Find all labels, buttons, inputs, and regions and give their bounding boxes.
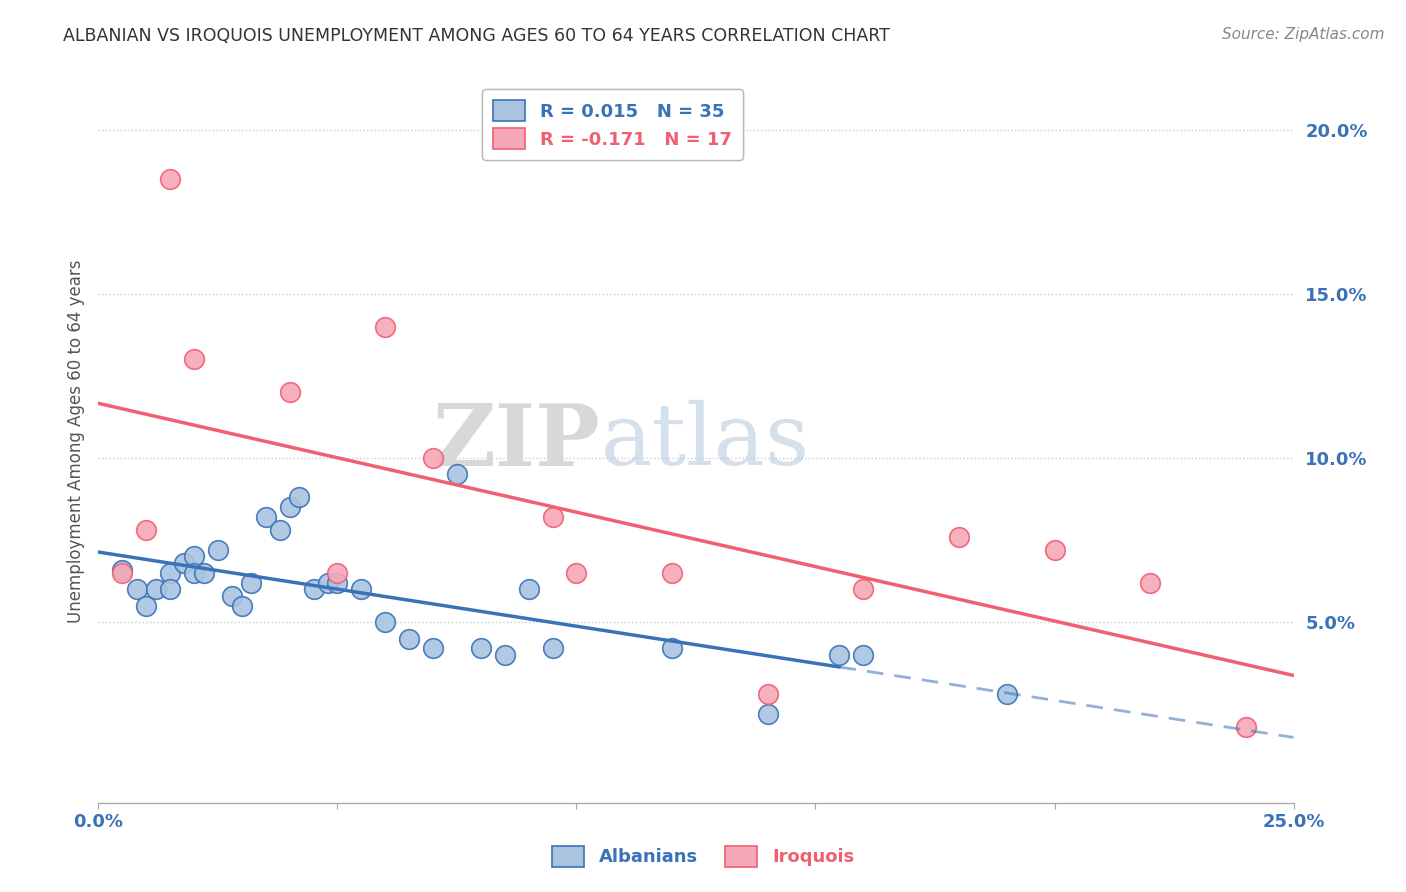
Point [240,575,263,590]
Point [278,500,301,515]
Point [269,523,291,537]
Point [207,542,229,557]
Point [756,707,779,722]
Point [135,523,157,537]
Point [183,352,205,367]
Point [159,566,181,580]
Point [221,589,243,603]
Point [145,582,167,597]
Legend: Albanians, Iroquois: Albanians, Iroquois [544,838,862,874]
Point [183,549,205,564]
Point [302,582,325,597]
Point [326,575,349,590]
Point [948,530,970,544]
Point [278,385,301,400]
Point [828,648,851,662]
Point [541,510,564,524]
Point [661,566,683,580]
Text: ZIP: ZIP [433,400,600,483]
Point [422,641,444,656]
Point [183,566,205,580]
Point [470,641,492,656]
Point [446,467,468,482]
Point [316,575,339,590]
Point [517,582,540,597]
Point [374,615,396,630]
Text: Source: ZipAtlas.com: Source: ZipAtlas.com [1222,27,1385,42]
Point [125,582,148,597]
Point [541,641,564,656]
Text: atlas: atlas [600,400,810,483]
Point [173,556,195,570]
Point [288,491,311,505]
Point [326,566,349,580]
Point [1043,542,1066,557]
Point [852,648,875,662]
Point [135,599,157,613]
Point [231,599,253,613]
Point [350,582,373,597]
Point [398,632,420,646]
Point [111,566,134,580]
Point [1139,575,1161,590]
Point [193,566,215,580]
Text: ALBANIAN VS IROQUOIS UNEMPLOYMENT AMONG AGES 60 TO 64 YEARS CORRELATION CHART: ALBANIAN VS IROQUOIS UNEMPLOYMENT AMONG … [63,27,890,45]
Point [661,641,683,656]
Point [159,171,181,186]
Point [422,450,444,465]
Point [374,319,396,334]
Point [756,687,779,701]
Point [111,563,134,577]
Point [254,510,277,524]
Point [159,582,181,597]
Legend: R = 0.015   N = 35, R = -0.171   N = 17: R = 0.015 N = 35, R = -0.171 N = 17 [482,89,742,160]
Point [852,582,875,597]
Y-axis label: Unemployment Among Ages 60 to 64 years: Unemployment Among Ages 60 to 64 years [66,260,84,624]
Point [565,566,588,580]
Point [995,687,1018,701]
Point [1234,720,1257,734]
Point [494,648,516,662]
